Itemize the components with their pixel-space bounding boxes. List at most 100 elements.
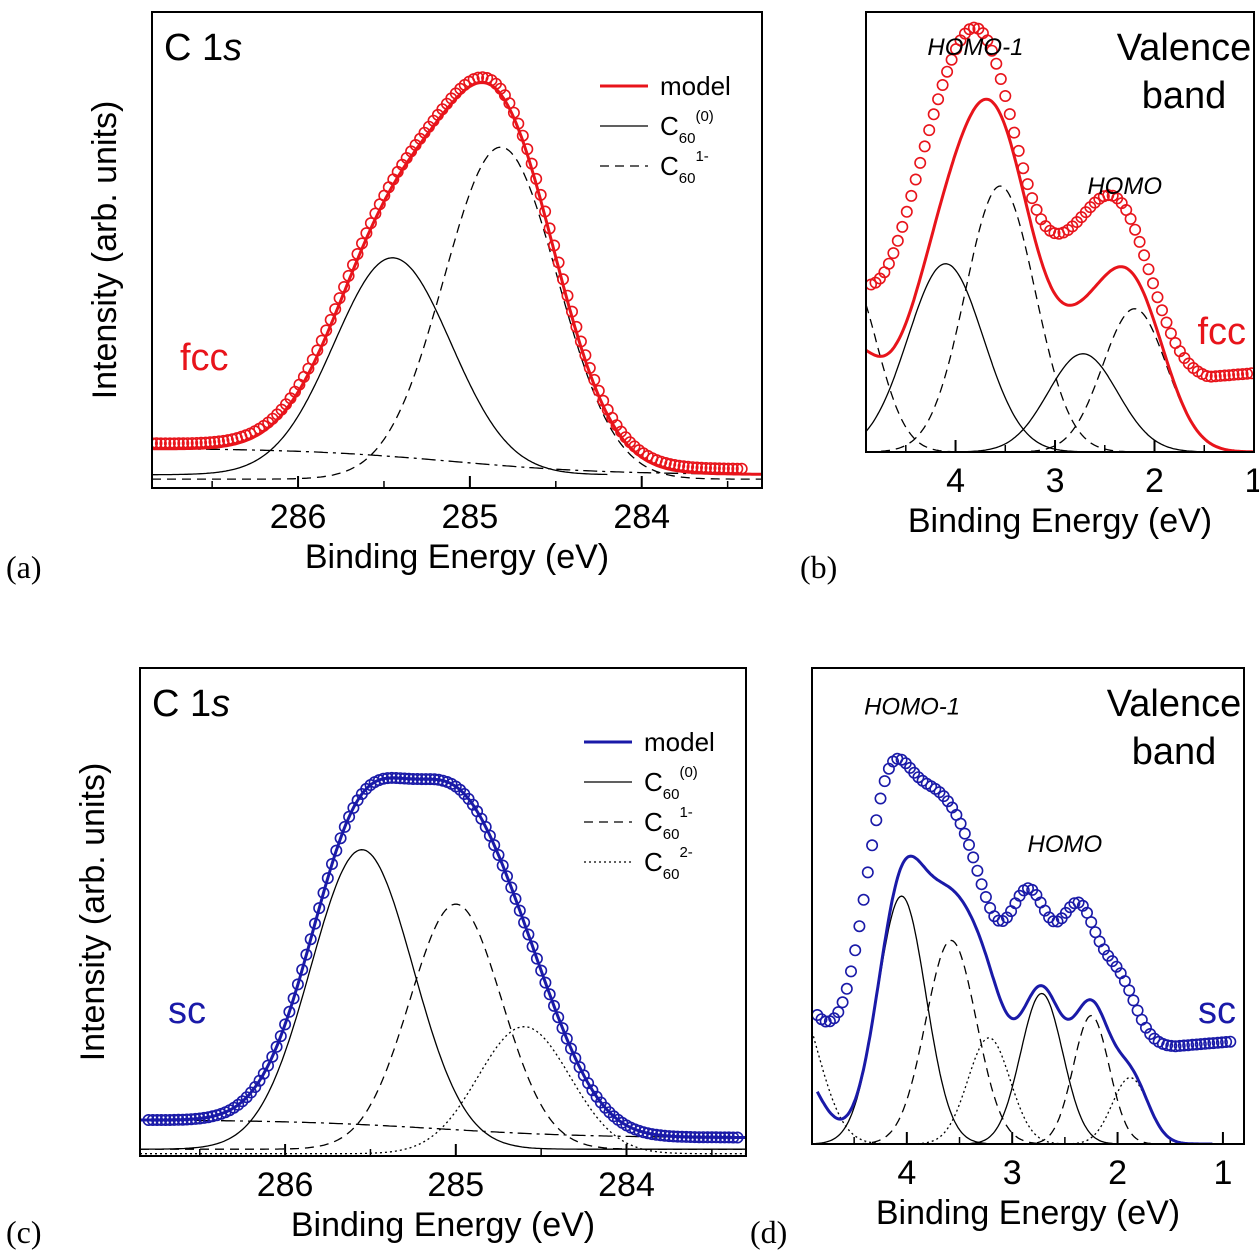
- data-point: [204, 436, 217, 449]
- data-point: [142, 1114, 155, 1127]
- data-point: [710, 1131, 723, 1144]
- data-point: [1030, 203, 1043, 216]
- data-point: [1223, 369, 1236, 382]
- data-point: [193, 1112, 206, 1125]
- data-point: [1169, 1040, 1182, 1053]
- data-points: [153, 71, 748, 475]
- data-point: [658, 1129, 671, 1142]
- data-point: [727, 1131, 740, 1144]
- x-tick-label: 285: [427, 1166, 484, 1204]
- data-point: [971, 864, 984, 877]
- data-point: [153, 437, 158, 450]
- data-point: [308, 917, 321, 930]
- panel-title-line: band: [1142, 75, 1227, 117]
- data-point: [1140, 1021, 1153, 1034]
- data-point: [454, 783, 467, 796]
- data-point: [866, 839, 879, 852]
- data-point: [927, 108, 940, 121]
- data-point: [390, 771, 403, 784]
- x-axis-label: Binding Energy (eV): [305, 538, 609, 576]
- component-dotted-6: [1072, 1077, 1189, 1143]
- data-point: [990, 57, 1003, 70]
- data-point: [722, 1131, 735, 1144]
- data-point: [828, 1012, 841, 1025]
- data-point: [1124, 212, 1137, 225]
- plot-frame: [139, 667, 747, 1157]
- data-point: [552, 1011, 565, 1024]
- data-point: [1173, 1039, 1186, 1052]
- data-point: [300, 948, 313, 961]
- data-point: [693, 1131, 706, 1144]
- data-point: [667, 1130, 680, 1143]
- component-dotted-3: [141, 1026, 745, 1155]
- data-point: [163, 1114, 176, 1127]
- data-point: [1003, 108, 1016, 121]
- sample-label: fcc: [1197, 311, 1246, 353]
- data-point: [1048, 227, 1061, 240]
- data-point: [381, 772, 394, 785]
- data-point: [202, 1111, 215, 1124]
- data-point: [1241, 367, 1253, 380]
- data-point: [914, 156, 927, 169]
- data-point: [296, 963, 309, 976]
- data-points: [813, 752, 1237, 1053]
- peak-annotation: HOMO: [1028, 831, 1103, 858]
- data-point: [304, 933, 317, 946]
- data-point: [675, 1130, 688, 1143]
- data-point: [329, 303, 342, 316]
- data-point: [722, 462, 735, 475]
- data-point: [313, 902, 326, 915]
- data-point: [870, 814, 883, 827]
- data-point: [355, 237, 368, 250]
- data-point: [882, 257, 895, 270]
- data-point: [994, 73, 1007, 86]
- data-point: [1186, 1038, 1199, 1051]
- data-point: [342, 269, 355, 282]
- x-tick-label: 3: [1003, 1154, 1022, 1192]
- data-point: [1133, 235, 1146, 248]
- data-point: [646, 1128, 659, 1141]
- data-point: [488, 839, 501, 852]
- data-point: [346, 258, 359, 271]
- data-point: [1215, 1036, 1228, 1049]
- data-point: [151, 1114, 164, 1127]
- data-point: [1147, 277, 1160, 290]
- data-point: [967, 851, 980, 864]
- data-point: [539, 976, 552, 989]
- data-point: [592, 384, 605, 397]
- data-point: [731, 1131, 744, 1144]
- data-point: [217, 434, 230, 447]
- data-point: [688, 1131, 701, 1144]
- data-point: [686, 461, 699, 474]
- data-point: [1151, 291, 1164, 304]
- data-point: [1199, 1037, 1212, 1050]
- data-point: [1127, 994, 1140, 1007]
- data-point: [402, 772, 415, 785]
- data-point: [543, 222, 556, 235]
- data-point: [918, 140, 931, 153]
- data-point: [306, 353, 319, 366]
- data-point: [153, 437, 163, 450]
- data-point: [398, 772, 411, 785]
- x-tick-label: 3: [1046, 462, 1065, 500]
- data-point: [556, 273, 569, 286]
- plot-frame: [811, 667, 1245, 1145]
- data-point: [699, 461, 712, 474]
- data-point: [199, 436, 212, 449]
- data-point: [718, 1131, 731, 1144]
- legend: model C60(0)C601-C602-: [584, 727, 715, 883]
- data-point: [1245, 367, 1253, 380]
- data-point: [198, 1111, 211, 1124]
- chart-d-valence-band-sc: 4 3 2 1 Binding Energy (eV) sc Valence band HOMO…: [811, 667, 1245, 1232]
- data-point: [1214, 369, 1227, 382]
- data-point: [1182, 1039, 1195, 1052]
- data-point: [530, 172, 543, 185]
- data-point: [168, 1113, 181, 1126]
- data-point: [840, 982, 853, 995]
- legend-entry: C601-: [644, 804, 693, 843]
- data-point: [932, 93, 945, 106]
- data-point: [155, 1114, 168, 1127]
- data-point: [1165, 1039, 1178, 1052]
- data-point: [507, 106, 520, 119]
- data-point: [213, 435, 226, 448]
